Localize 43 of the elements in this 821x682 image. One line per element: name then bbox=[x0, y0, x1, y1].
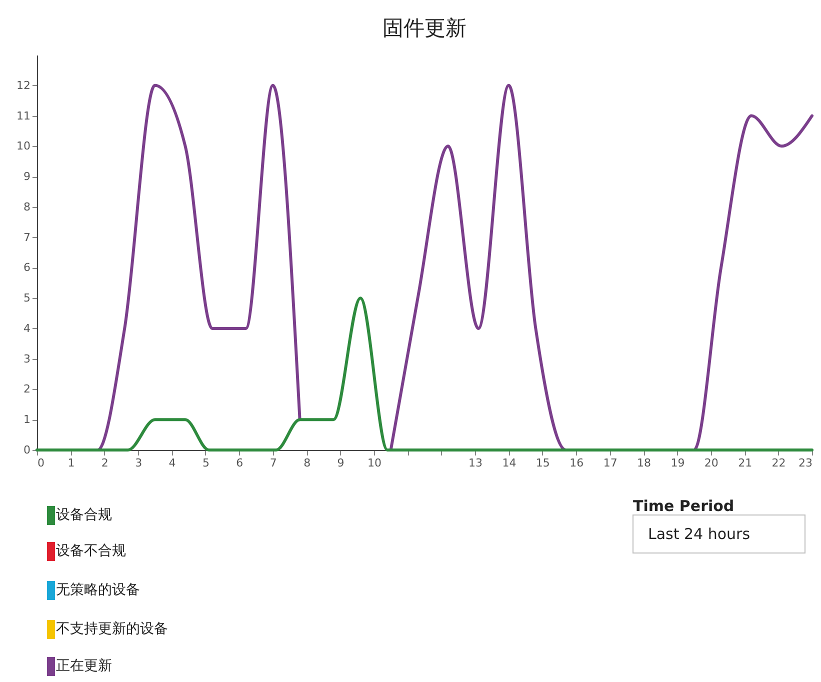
y-tick-label: 11 bbox=[16, 109, 30, 122]
x-tick-label: 15 bbox=[536, 456, 550, 470]
x-tick-label: 4 bbox=[168, 456, 176, 470]
x-tick-label: 23 bbox=[798, 456, 812, 470]
y-tick-label: 3 bbox=[24, 352, 30, 366]
legend-label: 正在更新 bbox=[56, 658, 112, 674]
x-tick-label: 7 bbox=[270, 456, 277, 470]
x-tick-label: 21 bbox=[738, 456, 752, 470]
x-tick-label: 1 bbox=[68, 456, 75, 470]
x-tick-label: 0 bbox=[38, 456, 44, 470]
x-tick-label: 19 bbox=[670, 456, 685, 470]
legend-label: 设备合规 bbox=[56, 507, 112, 523]
x-tick-label: 13 bbox=[468, 456, 483, 470]
x-tick-label: 9 bbox=[337, 456, 344, 470]
y-tick-label: 6 bbox=[24, 261, 30, 274]
y-tick-label: 9 bbox=[24, 170, 30, 184]
x-tick-label: 16 bbox=[570, 456, 584, 470]
y-tick-label: 10 bbox=[16, 140, 30, 153]
x-tick-label: 8 bbox=[304, 456, 311, 470]
x-tick-label: 18 bbox=[637, 456, 652, 470]
x-tick-label: 14 bbox=[502, 456, 516, 470]
y-tick-label: 8 bbox=[24, 200, 30, 214]
chart-title: 固件更新 bbox=[382, 16, 466, 40]
legend-label: 无策略的设备 bbox=[56, 582, 140, 598]
x-tick-label: 22 bbox=[772, 456, 786, 470]
y-tick-label: 12 bbox=[16, 78, 30, 92]
y-tick-label: 2 bbox=[24, 382, 30, 396]
text: Time Period bbox=[633, 497, 734, 515]
y-tick-label: 5 bbox=[24, 292, 30, 305]
legend-label: 不支持更新的设备 bbox=[56, 621, 168, 637]
x-tick-label: 6 bbox=[236, 456, 244, 470]
y-tick-label: 0 bbox=[24, 444, 30, 456]
x-tick-label: 2 bbox=[101, 456, 108, 470]
legend-label: 设备不合规 bbox=[56, 543, 126, 559]
y-tick-label: 1 bbox=[24, 413, 30, 426]
x-tick-label: 5 bbox=[202, 456, 210, 470]
y-tick-label: 7 bbox=[24, 230, 30, 244]
x-tick-label: 20 bbox=[704, 456, 718, 470]
text: Last 24 hours bbox=[648, 525, 750, 543]
x-tick-label: 17 bbox=[603, 456, 618, 470]
x-tick-label: 10 bbox=[367, 456, 382, 470]
y-tick-label: 4 bbox=[24, 322, 30, 335]
x-tick-label: 3 bbox=[135, 456, 142, 470]
